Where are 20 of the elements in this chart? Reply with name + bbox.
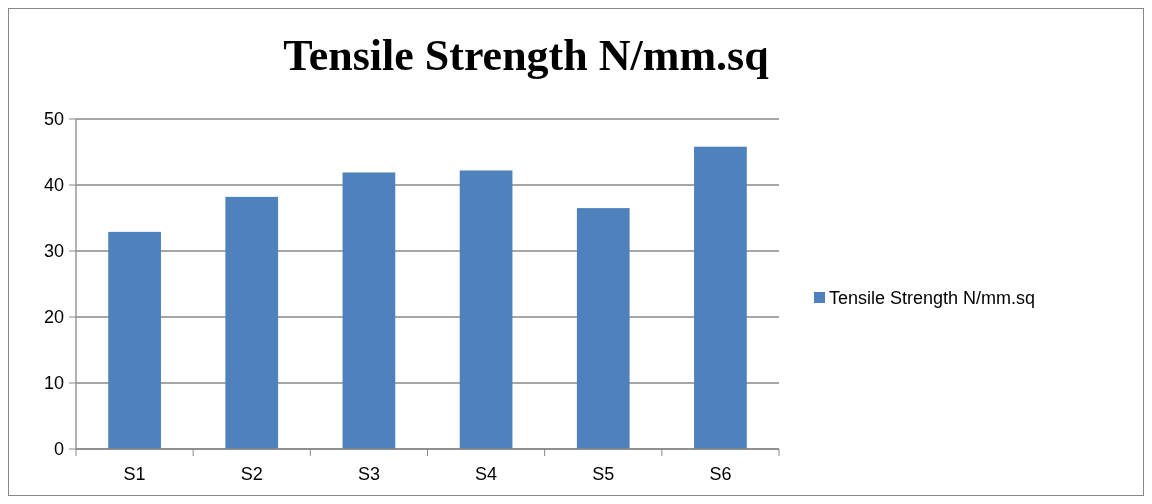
bar <box>108 231 161 449</box>
y-tick-label: 40 <box>43 175 64 196</box>
bar <box>576 208 630 449</box>
y-tick-label: 20 <box>43 307 64 328</box>
chart-title: Tensile Strength N/mm.sq <box>283 31 770 80</box>
bar <box>342 172 396 449</box>
legend-label: Tensile Strength N/mm.sq <box>829 288 1036 309</box>
x-tick-label: S3 <box>357 464 380 484</box>
y-tick-label: 10 <box>43 373 64 394</box>
y-tick-label: 50 <box>43 109 64 130</box>
x-tick-label: S6 <box>709 464 732 484</box>
bar <box>225 196 279 449</box>
bar <box>694 146 747 449</box>
bar <box>459 170 513 449</box>
x-tick-label: S2 <box>240 464 263 484</box>
x-tick-label: S4 <box>475 464 498 484</box>
y-tick-label: 30 <box>43 241 64 262</box>
x-tick-label: S1 <box>123 464 146 484</box>
y-tick-label: 0 <box>53 439 64 460</box>
x-tick-label: S5 <box>592 464 615 484</box>
